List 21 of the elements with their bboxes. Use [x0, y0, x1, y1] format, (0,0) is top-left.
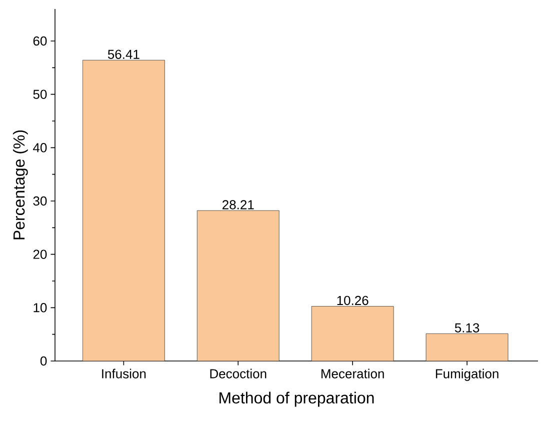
x-tick-label: Decoction	[210, 368, 266, 378]
y-tick-label: 10	[34, 303, 47, 312]
bar	[311, 306, 394, 361]
bar	[426, 333, 508, 361]
y-tick-label: 40	[33, 143, 47, 152]
y-tick-label: 0	[40, 356, 47, 366]
y-axis-title: Percentage (%)	[12, 130, 28, 240]
data-label: 56.41	[108, 50, 140, 59]
x-tick-label: Meceration	[322, 368, 384, 378]
data-label: 10.26	[337, 296, 368, 306]
bar	[82, 60, 165, 361]
y-tick-label: 60	[33, 36, 47, 46]
data-label: 28.21	[222, 200, 254, 210]
x-tick-label: Fumigation	[436, 368, 498, 381]
data-label: 5.13	[454, 323, 480, 332]
y-tick-label: 50	[33, 90, 47, 99]
y-tick-label: 30	[33, 196, 47, 206]
bar	[196, 210, 280, 361]
y-tick-label: 20	[33, 250, 47, 259]
x-tick-label: Infusion	[102, 368, 146, 378]
x-axis-title: Method of preparation	[220, 392, 374, 407]
